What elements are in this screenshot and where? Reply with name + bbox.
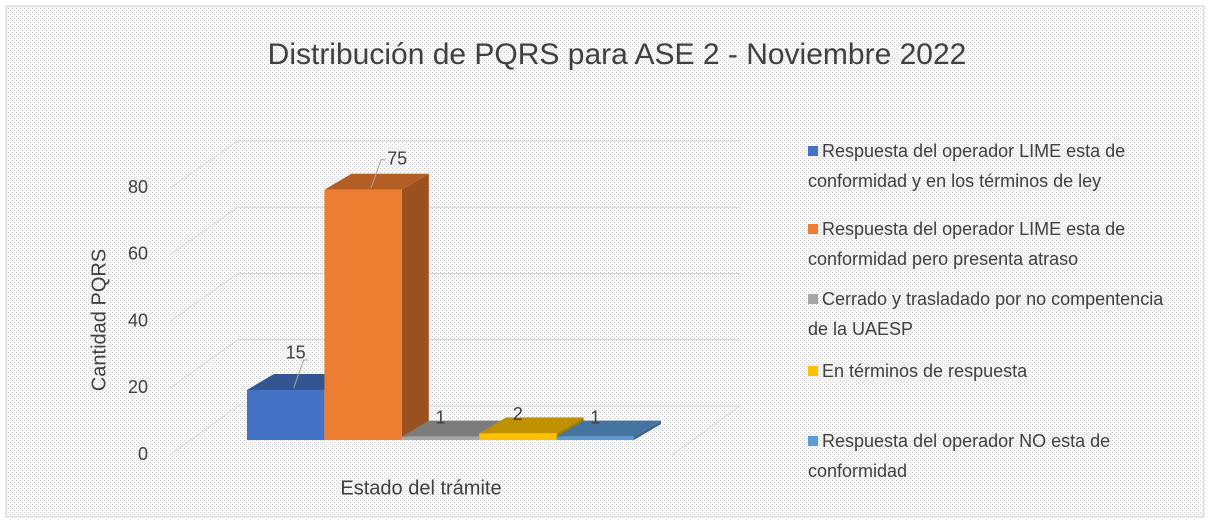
data-label: 1 — [590, 407, 600, 427]
grid-line-side — [169, 140, 239, 189]
label-leader — [370, 159, 386, 188]
y-tick-label: 0 — [138, 444, 148, 464]
data-label: 2 — [513, 404, 523, 424]
data-label: 15 — [286, 343, 306, 363]
bar-top — [479, 417, 584, 434]
bar-side — [634, 420, 661, 440]
bar — [556, 436, 634, 440]
legend-swatch — [808, 436, 818, 446]
legend-label: Respuesta del operador LIME esta de conf… — [808, 141, 1126, 191]
data-label: 1 — [435, 407, 445, 427]
legend-swatch — [808, 294, 818, 304]
legend-item: Respuesta del operador NO esta de confor… — [808, 426, 1180, 486]
bar-side — [401, 173, 429, 440]
bar-top — [556, 420, 661, 437]
legend-swatch — [808, 224, 818, 234]
legend-label: Respuesta del operador LIME esta de conf… — [808, 219, 1126, 269]
y-tick-label: 20 — [128, 377, 148, 397]
legend-swatch — [808, 366, 818, 376]
bar — [479, 433, 557, 440]
bar — [401, 436, 480, 440]
bar-top — [401, 420, 507, 437]
legend-item: Cerrado y trasladado por no compentencia… — [808, 284, 1180, 344]
label-leader — [293, 359, 308, 389]
x-tick-label: Estado del trámite — [340, 477, 501, 499]
data-label: 75 — [387, 148, 407, 168]
floor-edge — [671, 405, 741, 456]
grid-line-side — [169, 206, 239, 256]
y-tick-label: 80 — [128, 177, 148, 197]
y-tick-label: 60 — [128, 244, 148, 264]
bar-top — [324, 173, 429, 190]
legend-label: En términos de respuesta — [822, 361, 1028, 381]
chart-title: Distribución de PQRS para ASE 2 - Noviem… — [268, 38, 967, 71]
grid-line-side — [169, 339, 239, 389]
legend-label: Cerrado y trasladado por no compentencia… — [808, 289, 1164, 339]
legend-swatch — [808, 146, 818, 156]
legend-item: Respuesta del operador LIME esta de conf… — [808, 136, 1180, 196]
bar — [247, 389, 325, 440]
grid-line-side — [169, 273, 239, 322]
y-tick-label: 40 — [128, 310, 148, 330]
legend-label: Respuesta del operador NO esta de confor… — [808, 431, 1111, 481]
grid-line-side — [169, 405, 239, 456]
bar — [324, 189, 402, 440]
legend-item: En términos de respuesta — [808, 356, 1180, 386]
y-axis-title: Cantidad PQRS — [88, 249, 110, 391]
legend-item: Respuesta del operador LIME esta de conf… — [808, 214, 1180, 274]
